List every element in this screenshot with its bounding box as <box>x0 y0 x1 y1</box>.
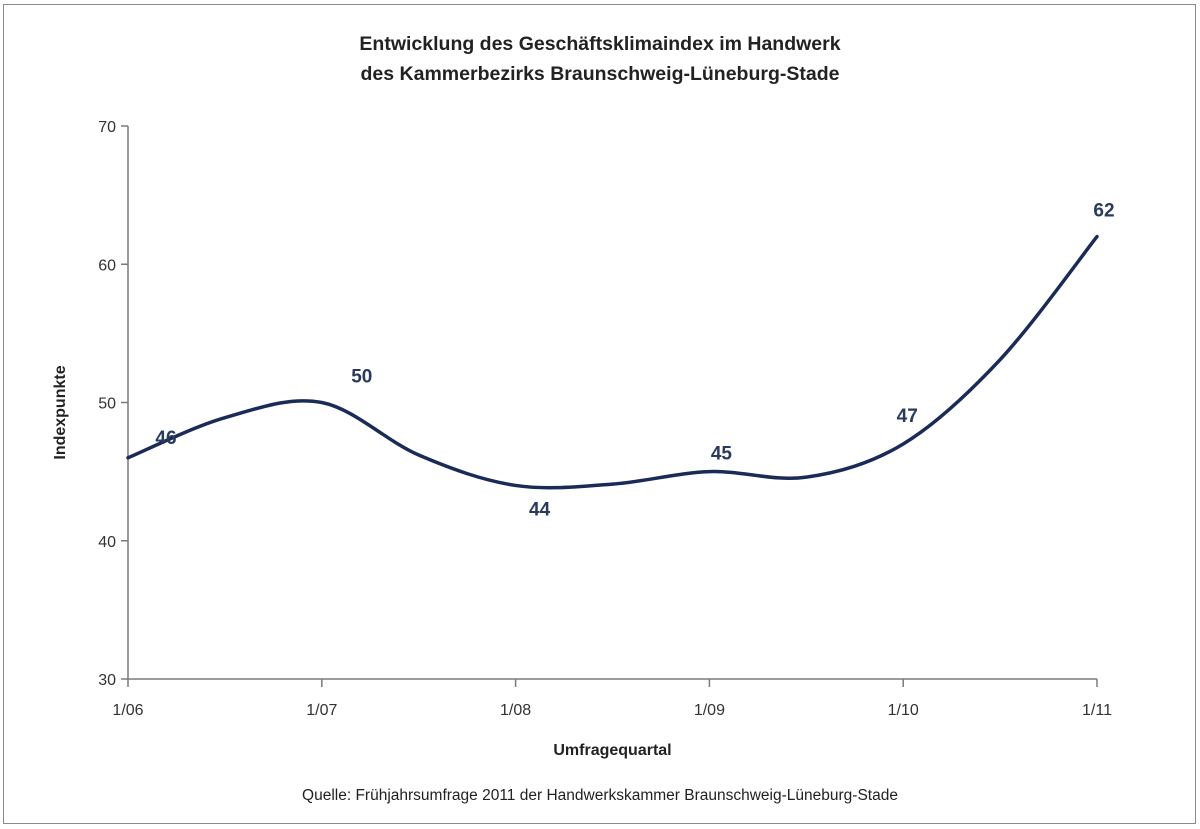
series-line <box>126 234 1099 490</box>
data-label: 50 <box>351 367 372 388</box>
chart-frame <box>3 4 1196 824</box>
source-note: Quelle: Frühjahrsumfrage 2011 der Handwe… <box>302 787 898 804</box>
x-tick-label: 1/09 <box>694 702 725 719</box>
y-tick-label: 70 <box>98 119 116 136</box>
x-axis-label: Umfragequartal <box>553 742 671 759</box>
x-tick-label: 1/06 <box>112 702 143 719</box>
data-label: 44 <box>529 499 551 520</box>
x-tick-label: 1/08 <box>500 702 531 719</box>
y-tick-label: 50 <box>98 396 116 413</box>
x-tick-label: 1/11 <box>1082 702 1112 719</box>
data-label: 62 <box>1093 201 1114 222</box>
data-label: 46 <box>155 428 176 449</box>
y-axis-label: Indexpunkte <box>52 365 69 459</box>
x-tick-label: 1/10 <box>888 702 919 719</box>
y-tick-label: 40 <box>98 534 116 551</box>
chart-title-line-2: des Kammerbezirks Braunschweig-Lüneburg-… <box>360 63 840 85</box>
y-tick-label: 60 <box>98 257 116 274</box>
y-tick-label: 30 <box>98 672 116 689</box>
data-label: 45 <box>711 444 733 465</box>
x-tick-label: 1/07 <box>306 702 337 719</box>
data-label: 47 <box>897 406 918 427</box>
chart-title-line-1: Entwicklung des Geschäftsklimaindex im H… <box>359 33 841 55</box>
